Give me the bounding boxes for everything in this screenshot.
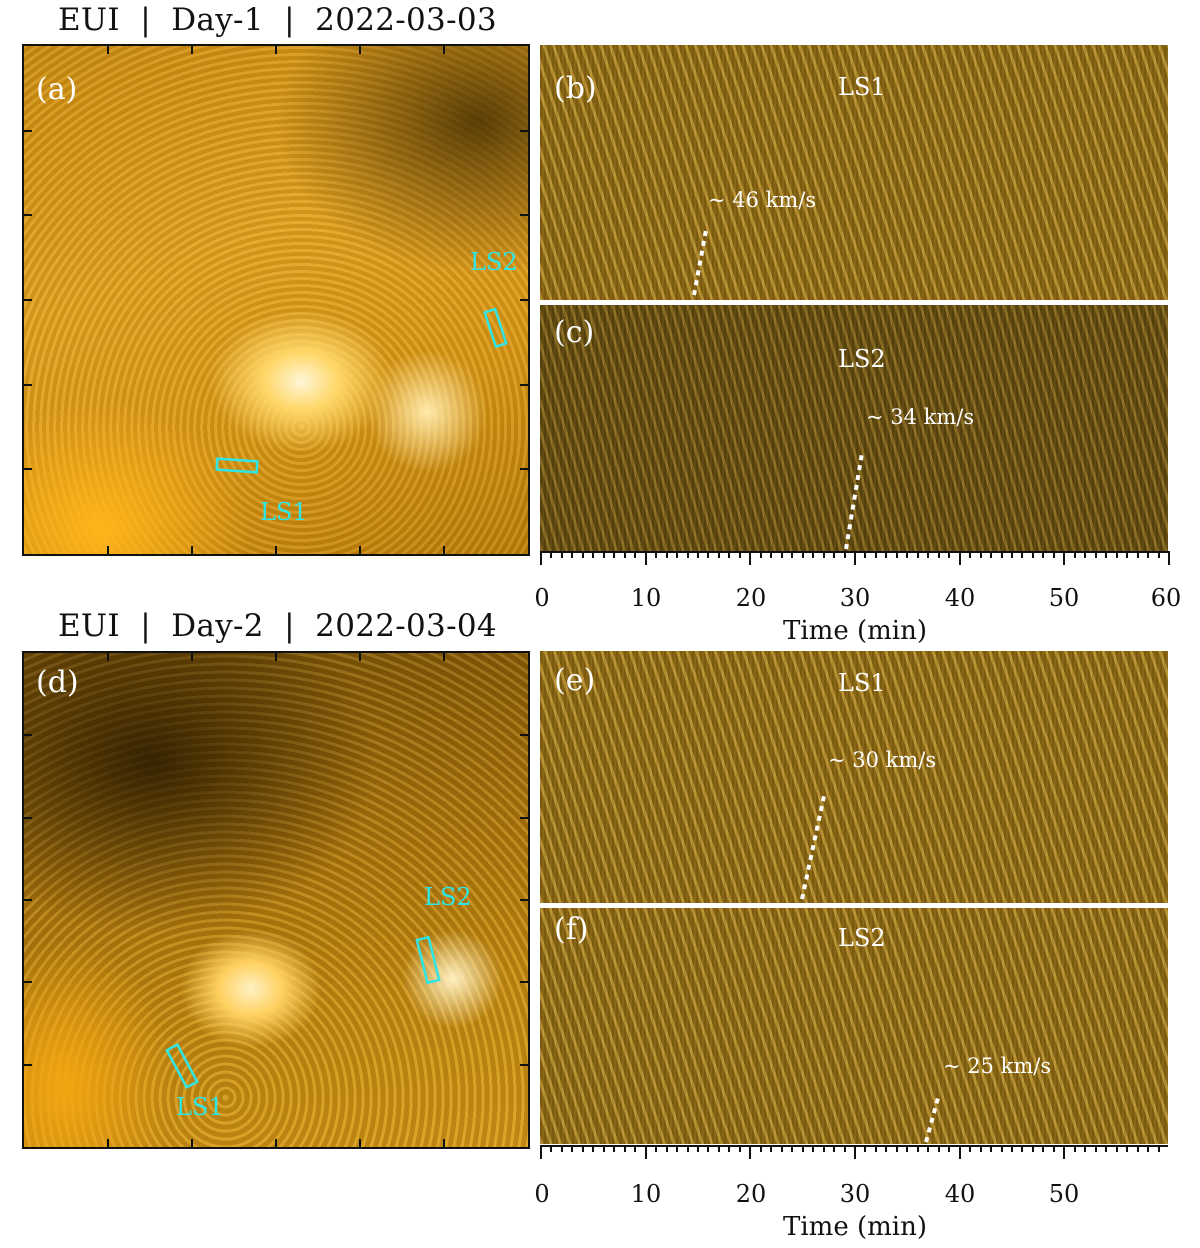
panel-a-label: (a)	[36, 72, 78, 107]
panel-f-speed-line	[924, 1097, 940, 1143]
bottom-tick-20: 20	[735, 1180, 767, 1208]
bottom-axis-ticks	[540, 1145, 1160, 1159]
panel-b-timeslice: (b) LS1 ~ 46 km/s	[540, 45, 1168, 300]
panel-a-ls2-box	[483, 307, 508, 349]
top-axis-title: Time (min)	[783, 616, 927, 646]
top-tick-0: 0	[534, 584, 550, 612]
panel-b-slit-label: LS1	[838, 73, 886, 101]
panel-e-timeslice: (e) LS1 ~ 30 km/s	[540, 651, 1168, 903]
panel-f-slit-label: LS2	[838, 924, 886, 952]
top-axis-ticks	[540, 551, 1170, 565]
panel-c-slit-label: LS2	[838, 345, 886, 373]
panel-c-speed-label: ~ 34 km/s	[866, 405, 975, 429]
bottom-tick-10: 10	[630, 1180, 662, 1208]
top-tick-30: 30	[839, 584, 871, 612]
panel-e-speed-line	[800, 795, 826, 900]
bottom-tick-0: 0	[534, 1180, 550, 1208]
panel-d-label: (d)	[36, 665, 79, 700]
panel-e-speed-label: ~ 30 km/s	[828, 748, 937, 772]
panel-f-timeslice: (f) LS2 ~ 25 km/s	[540, 908, 1168, 1144]
panel-a-ls1-box	[215, 457, 259, 474]
panel-c-timeslice: (c) LS2 ~ 34 km/s	[540, 305, 1168, 551]
bottom-axis-title: Time (min)	[783, 1212, 927, 1242]
image-border-ticks	[24, 46, 528, 554]
bottom-tick-50: 50	[1048, 1180, 1080, 1208]
panel-b-speed-line	[692, 229, 708, 296]
panel-b-speed-label: ~ 46 km/s	[708, 188, 817, 212]
image-border-ticks	[24, 653, 528, 1147]
panel-d-overlay	[165, 935, 441, 1090]
panel-d-ls1-label: LS1	[176, 1093, 224, 1121]
top-tick-10: 10	[630, 584, 662, 612]
panel-f-speed-label: ~ 25 km/s	[943, 1054, 1052, 1078]
panel-a-ls1-label: LS1	[260, 498, 308, 526]
panel-e-label: (e)	[554, 663, 596, 698]
panel-f-label: (f)	[554, 912, 589, 947]
panel-b-label: (b)	[554, 71, 597, 106]
row2-title: EUI | Day-2 | 2022-03-04	[58, 608, 497, 644]
top-tick-60: 60	[1150, 584, 1182, 612]
bottom-tick-30: 30	[839, 1180, 871, 1208]
panel-c-label: (c)	[554, 315, 595, 350]
top-tick-50: 50	[1048, 584, 1080, 612]
panel-d-ls2-box	[415, 935, 441, 985]
panel-a-overlay	[215, 307, 508, 474]
panel-d-ls2-label: LS2	[424, 883, 472, 911]
divider-bc	[540, 300, 1168, 305]
panel-e-slit-label: LS1	[838, 669, 886, 697]
panel-a-ls2-label: LS2	[470, 248, 518, 276]
row1-title: EUI | Day-1 | 2022-03-03	[58, 2, 497, 38]
divider-ef	[540, 903, 1168, 908]
panel-d-image: (d) LS2 LS1	[22, 651, 530, 1149]
panel-c-speed-line	[844, 452, 864, 550]
top-tick-20: 20	[735, 584, 767, 612]
bottom-tick-40: 40	[944, 1180, 976, 1208]
panel-d-ls1-box	[165, 1042, 199, 1090]
panel-a-image: (a) LS2 LS1	[22, 44, 530, 556]
top-tick-40: 40	[944, 584, 976, 612]
